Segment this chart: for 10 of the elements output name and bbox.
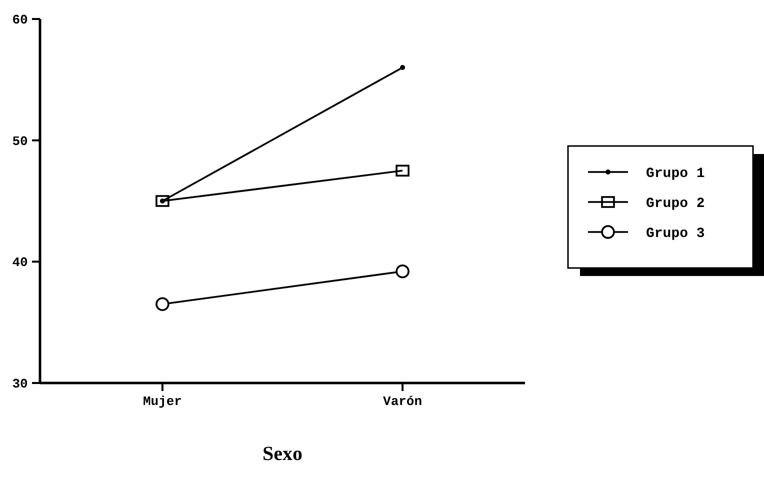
y-tick-label: 40 [12, 255, 28, 270]
y-tick-label: 60 [12, 12, 28, 28]
legend-label: Grupo 2 [646, 196, 705, 212]
legend-label: Grupo 3 [646, 226, 705, 242]
y-tick-label: 50 [12, 134, 28, 149]
y-tick-label: 30 [12, 376, 28, 392]
x-tick-label: Mujer [142, 394, 182, 409]
legend-label: Grupo 1 [646, 166, 705, 182]
x-axis-title: Sexo [262, 443, 302, 465]
x-tick-label: Varón [383, 394, 422, 409]
